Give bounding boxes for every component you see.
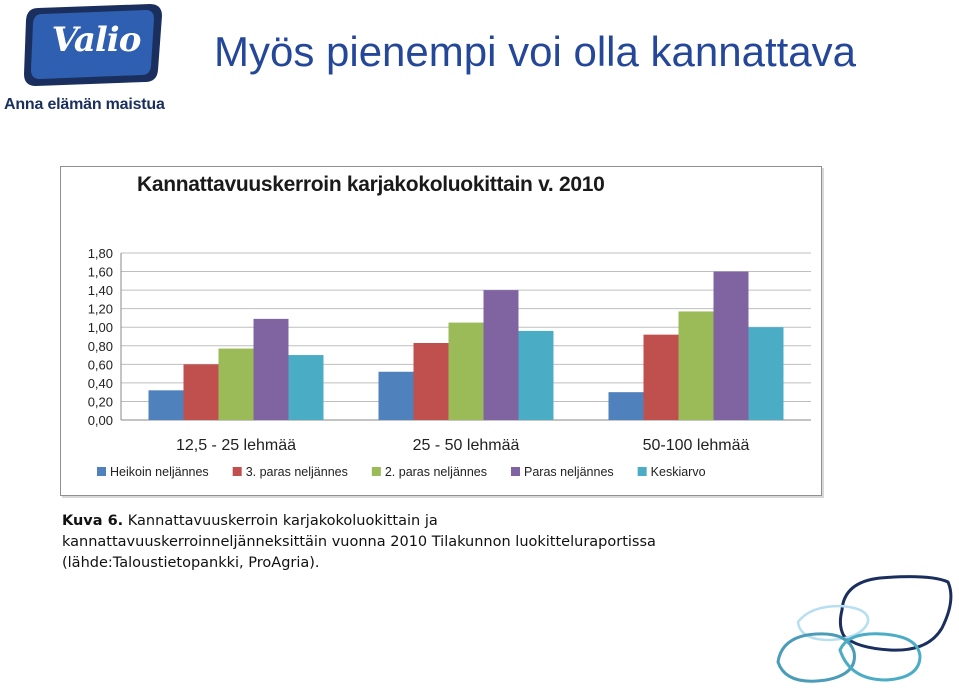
bar: [748, 327, 784, 420]
decorative-swirl: [776, 575, 953, 683]
slide-title: Myös pienempi voi olla kannattava: [214, 28, 857, 75]
valio-logo: Valio Anna elämän maistua: [0, 0, 200, 125]
legend-label: Keskiarvo: [651, 465, 706, 479]
caption-label: Kuva 6.: [62, 513, 124, 529]
y-tick-label: 0,00: [88, 413, 113, 428]
bar: [378, 371, 414, 420]
chart-title: Kannattavuuskerroin karjakokoluokittain …: [137, 173, 605, 196]
x-category-label: 12,5 - 25 lehmää: [176, 437, 296, 454]
x-category-label: 50-100 lehmää: [643, 437, 750, 454]
chart-frame: 0,00 0,20 0,40 0,60 0,80 1,00 1,20 1,40 1,60 1,80…: [60, 166, 822, 496]
valio-logo-badge: [24, 4, 162, 86]
logo-slogan: Anna elämän maistua: [4, 96, 165, 113]
bar: [518, 330, 554, 420]
y-tick-label: 1,80: [88, 246, 113, 261]
bar: [218, 348, 254, 420]
legend-swatch: [97, 467, 106, 476]
bar: [483, 290, 519, 420]
y-tick-label: 1,60: [88, 265, 113, 280]
valio-logo-wordmark: Valio: [51, 20, 142, 60]
legend-swatch: [637, 467, 647, 476]
bar-chart: 0,00 0,20 0,40 0,60 0,80 1,00 1,20 1,40 1,60 1,80…: [88, 246, 811, 479]
y-tick-label: 0,80: [88, 339, 113, 354]
y-tick-label: 1,40: [88, 283, 113, 298]
caption-line-1: Kannattavuuskerroin karjakokoluokittain …: [127, 513, 438, 529]
y-tick-label: 0,40: [88, 376, 113, 391]
legend-label: Paras neljännes: [524, 465, 614, 479]
legend-label: Heikoin neljännes: [110, 465, 209, 479]
legend-swatch: [371, 467, 381, 476]
figure-caption: Kuva 6. Kannattavuuskerroin karjakokoluo…: [62, 511, 822, 574]
legend-swatch: [232, 467, 242, 476]
bar: [643, 334, 679, 420]
legend-label: 2. paras neljännes: [385, 465, 487, 479]
bar: [288, 355, 324, 420]
bar: [608, 392, 644, 420]
y-tick-label: 1,00: [88, 320, 113, 335]
y-tick-label: 0,20: [88, 394, 113, 409]
legend-swatch: [511, 467, 520, 476]
legend-label: 3. paras neljännes: [246, 465, 348, 479]
bar: [413, 342, 449, 420]
caption-line-2: kannattavuuskerroinneljänneksittäin vuon…: [62, 534, 656, 550]
y-tick-label: 0,60: [88, 357, 113, 372]
bar: [678, 311, 714, 420]
bar: [253, 318, 289, 420]
bar: [148, 390, 184, 420]
bar: [448, 322, 484, 420]
y-tick-label: 1,20: [88, 302, 113, 317]
bar: [183, 364, 219, 420]
caption-line-3: (lähde:Taloustietopankki, ProAgria).: [62, 555, 320, 571]
x-category-label: 25 - 50 lehmää: [413, 437, 520, 454]
bar: [713, 271, 749, 420]
